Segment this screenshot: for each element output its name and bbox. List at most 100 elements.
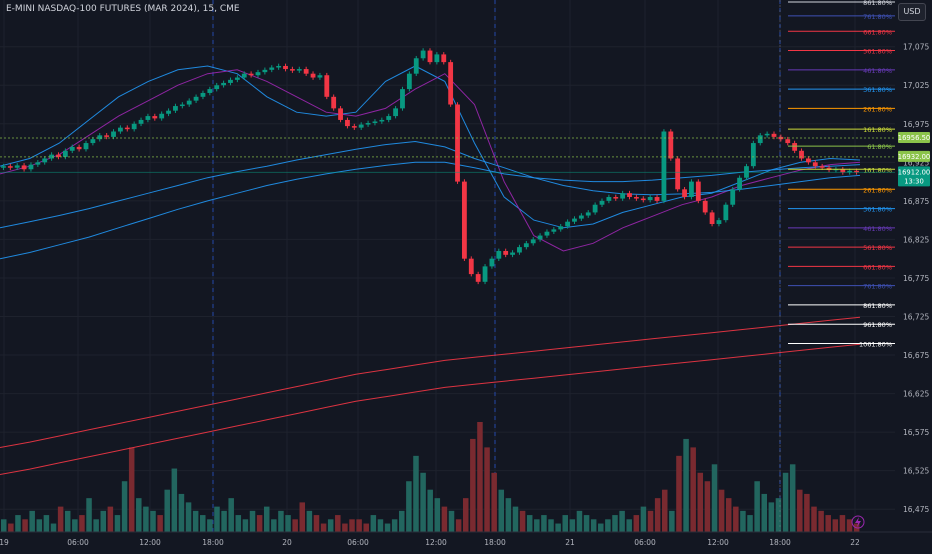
candle-body [812, 162, 818, 167]
volume-bar [505, 498, 512, 532]
candle-body [28, 164, 34, 170]
volume-bar [811, 506, 817, 532]
candle-body [345, 119, 350, 127]
volume-bar [462, 498, 469, 532]
candle-body [111, 131, 116, 137]
candle-body [613, 197, 619, 199]
candle-body [805, 158, 811, 163]
candle-body [372, 121, 378, 124]
candle-body [599, 200, 605, 205]
volume-bar [470, 438, 476, 532]
symbol-title: E-MINI NASDAQ-100 FUTURES (MAR 2024), 15… [6, 4, 240, 14]
volume-bar [775, 498, 782, 532]
volume-bar [363, 523, 369, 532]
volume-bar [832, 519, 839, 532]
candle-body [145, 116, 151, 120]
volume-bar [676, 455, 682, 532]
y-tick-label: 16,625 [903, 390, 929, 399]
fib-label: 361.80% [863, 206, 892, 214]
candle-body [572, 218, 577, 222]
candle-body [661, 131, 667, 201]
fib-label: 661.80% [863, 263, 892, 271]
x-tick-label: 21 [565, 538, 575, 547]
volume-bar [683, 438, 689, 532]
volume-bar [178, 493, 185, 532]
volume-bar [143, 506, 149, 532]
candle-body [647, 197, 653, 201]
lightning-icon[interactable] [851, 515, 865, 529]
candle-body [248, 73, 254, 76]
volume-bar [292, 519, 298, 532]
fib-levels: 861.80% 761.80% 661.80% 561.80% 461.80% 361.8… [779, 0, 895, 532]
fib-label: 561.80% [863, 48, 892, 56]
candle-body [620, 193, 626, 199]
candle-body [551, 229, 557, 232]
candle-body [847, 170, 853, 173]
candle-body [730, 189, 736, 205]
candle-body [530, 239, 536, 244]
candle-body [537, 235, 543, 240]
candle-body [283, 65, 288, 70]
candle-body [262, 69, 268, 73]
candle-body [152, 116, 158, 119]
candle-body [585, 212, 591, 216]
candle-body [400, 89, 405, 109]
candle-body [200, 92, 206, 97]
fib-label: 1061.80% [859, 340, 892, 348]
volume-bar [455, 519, 462, 532]
candle-body [310, 73, 316, 78]
y-tick-label: 17,075 [903, 43, 929, 52]
volume-bar [576, 510, 583, 532]
candle-body [62, 150, 68, 157]
y-axis: 17,075 17,025 16,975 16,925 16,875 16,825 16,7… [895, 0, 932, 550]
volume-bar [150, 510, 156, 532]
volume-bar [725, 498, 732, 532]
volume-bar [214, 506, 220, 532]
volume-bar [235, 515, 242, 532]
candle-body [379, 119, 385, 122]
candle-body [241, 73, 247, 78]
ma-line [0, 161, 861, 260]
volume-bar [661, 489, 668, 532]
candle-body [49, 154, 55, 159]
currency-button[interactable]: USD [898, 3, 926, 21]
volume-bar [541, 515, 547, 532]
volume-bar [406, 481, 412, 532]
candle-body [214, 85, 220, 90]
volume-bar [569, 519, 576, 532]
volume-bar [320, 523, 327, 532]
candle-body [578, 215, 584, 219]
candle-body [104, 135, 110, 137]
candle-body [186, 100, 192, 105]
candle-body [489, 258, 495, 267]
x-tick-label: 18:00 [484, 538, 506, 547]
volume-bar [420, 472, 426, 532]
candle-body [468, 258, 474, 275]
volume-bar [491, 472, 497, 532]
candle-body [544, 231, 550, 236]
x-tick-label: 06:00 [634, 538, 656, 547]
ma-line [0, 69, 861, 252]
fib-label: 561.80% [863, 244, 892, 252]
candle-body [124, 127, 130, 130]
price-tag-text: 16912.00 [898, 168, 930, 176]
volume-bar [384, 523, 391, 532]
fib-label: 61.80% [867, 143, 892, 151]
volume-bar [128, 447, 135, 532]
y-tick-label: 16,825 [903, 235, 929, 244]
candle-body [723, 204, 729, 221]
volume-bar [718, 489, 725, 532]
volume-bar [619, 510, 625, 532]
volume-bar [598, 523, 604, 532]
price-tag [898, 166, 930, 187]
fib-label: 761.80% [863, 283, 892, 291]
candle-body [317, 75, 323, 78]
candle-body [255, 72, 261, 76]
fib-label: 361.80% [863, 86, 892, 94]
volume-bar [263, 506, 270, 532]
candle-body [441, 54, 447, 63]
volume-bar [356, 519, 362, 532]
